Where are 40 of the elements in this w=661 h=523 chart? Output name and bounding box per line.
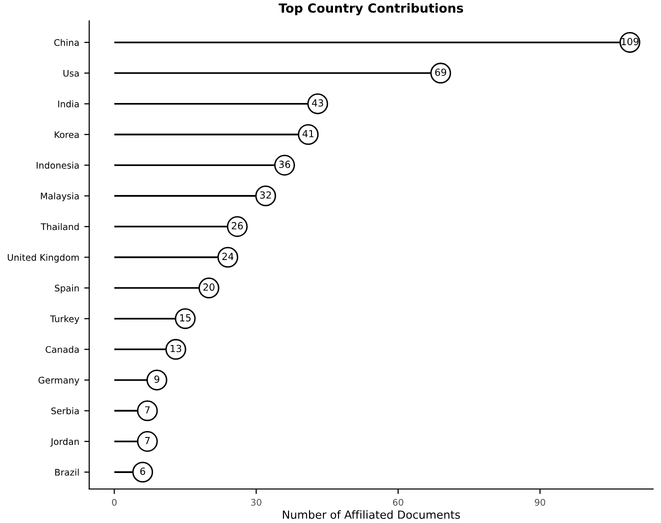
data-label: 15 [180, 314, 191, 322]
data-label: 109 [622, 38, 638, 46]
point [132, 462, 154, 483]
y-tick-label: Usa [63, 70, 79, 77]
y-tick-label: Indonesia [36, 162, 79, 169]
data-label: 6 [140, 468, 146, 475]
y-tick-label: Korea [54, 131, 79, 138]
data-label: 32 [260, 191, 271, 199]
y-tick-label: Brazil [55, 468, 79, 476]
data-label: 7 [145, 406, 150, 414]
y-tick-label: Canada [46, 346, 79, 353]
x-tick-label: 30 [251, 498, 262, 506]
data-label: 20 [203, 283, 214, 291]
x-tick-label: 60 [393, 498, 404, 506]
data-label: 26 [232, 222, 243, 230]
data-label: 41 [302, 130, 314, 138]
data-label: 13 [170, 344, 182, 352]
y-tick-label: Turkey [50, 315, 80, 324]
y-tick-label: India [58, 100, 79, 108]
data-label: 43 [312, 99, 324, 107]
data-label: 24 [222, 252, 234, 260]
y-tick-label: Thailand [40, 223, 79, 230]
point [146, 370, 168, 390]
x-tick-label: 90 [534, 498, 546, 506]
y-tick-label: Serbia [51, 407, 79, 414]
point [137, 431, 158, 452]
y-tick-label: Germany [38, 376, 80, 386]
chart-title: Top Country Contributions [278, 3, 464, 16]
y-tick-label: China [54, 38, 79, 46]
data-label: 69 [435, 68, 446, 76]
data-label: 9 [154, 376, 160, 383]
x-tick-label: 0 [112, 498, 117, 506]
y-tick-label: Jordan [50, 438, 79, 447]
y-tick-label: Malaysia [40, 192, 79, 202]
point [137, 400, 158, 422]
y-tick-label: Spain [54, 284, 79, 294]
data-label: 7 [145, 437, 150, 444]
x-axis-title: Number of Affiliated Documents [282, 510, 460, 519]
data-label: 36 [279, 160, 290, 168]
y-tick-label: United Kingdom [8, 254, 79, 263]
